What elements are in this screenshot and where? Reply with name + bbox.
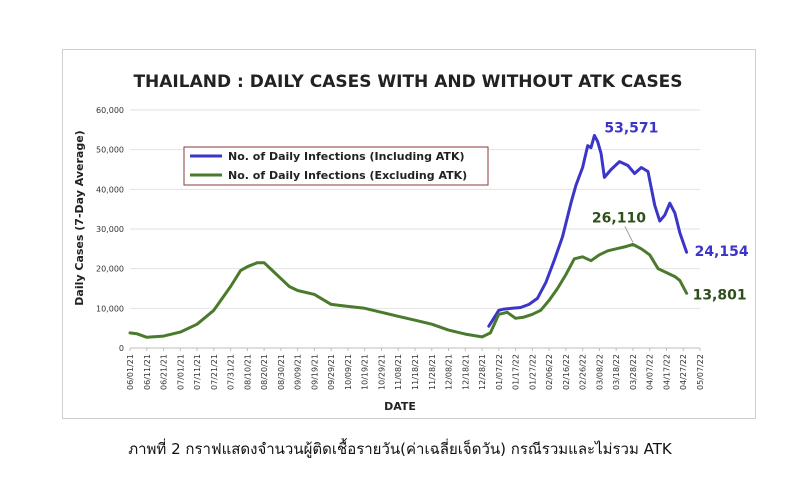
y-tick-label: 60,000 (96, 106, 124, 115)
data-label: 53,571 (604, 121, 658, 137)
x-tick-label: 09/09/21 (294, 354, 303, 390)
x-tick-label: 03/08/22 (595, 354, 604, 390)
chart-title: THAILAND : DAILY CASES WITH AND WITHOUT … (133, 72, 682, 92)
y-tick-label: 50,000 (96, 146, 124, 155)
x-tick-label: 09/29/21 (327, 354, 336, 390)
x-tick-label: 06/21/21 (160, 354, 169, 390)
x-tick-label: 10/29/21 (377, 354, 386, 390)
x-tick-label: 08/30/21 (277, 354, 286, 390)
x-tick-label: 07/31/21 (227, 354, 236, 390)
series-line-including-atk (487, 134, 689, 328)
x-tick-label: 07/21/21 (210, 354, 219, 390)
series-lines (128, 134, 689, 339)
x-tick-label: 04/27/22 (679, 354, 688, 390)
y-tick-label: 20,000 (96, 265, 124, 274)
gridlines (130, 109, 700, 309)
x-tick-label: 06/01/21 (126, 354, 135, 390)
x-tick-label: 04/07/22 (646, 354, 655, 390)
legend-label-excluding-atk: No. of Daily Infections (Excluding ATK) (228, 169, 467, 182)
x-tick-label: 02/06/22 (545, 354, 554, 390)
x-tick-label: 08/10/21 (243, 354, 252, 390)
figure-caption: ภาพที่ 2 กราฟแสดงจำนวนผู้ติดเชื้อรายวัน(… (128, 440, 672, 458)
data-label: 26,110 (592, 210, 646, 226)
x-tick-label: 01/17/22 (512, 354, 521, 390)
x-tick-label: 12/18/21 (461, 354, 470, 390)
x-tick-label: 10/09/21 (344, 354, 353, 390)
x-tick-label: 03/18/22 (612, 354, 621, 390)
x-tick-label: 05/07/22 (696, 354, 705, 390)
x-tick-label: 09/19/21 (310, 354, 319, 390)
x-tick-label: 07/01/21 (176, 354, 185, 390)
x-tick-label: 03/28/22 (629, 354, 638, 390)
x-tick-label: 01/27/22 (528, 354, 537, 390)
x-tick-label: 11/28/21 (428, 354, 437, 390)
x-tick-label: 12/28/21 (478, 354, 487, 390)
x-tick-label: 10/19/21 (361, 354, 370, 390)
y-tick-label: 0 (119, 344, 124, 353)
legend-label-including-atk: No. of Daily Infections (Including ATK) (228, 150, 465, 163)
series-line-excluding-atk (128, 242, 689, 339)
legend-box (183, 146, 489, 186)
x-tick-label: 12/08/21 (445, 354, 454, 390)
data-label: 24,154 (695, 244, 749, 260)
y-axis-label: Daily Cases (7-Day Average) (73, 130, 86, 305)
x-tick-label: 01/07/22 (495, 354, 504, 390)
y-tick-label: 40,000 (96, 185, 124, 194)
x-tick-label: 08/20/21 (260, 354, 269, 390)
legend: No. of Daily Infections (Including ATK) … (183, 146, 489, 186)
x-tick-label: 11/08/21 (394, 354, 403, 390)
y-tick-label: 30,000 (96, 225, 124, 234)
data-labels: 53,571 24,154 26,110 13,801 (592, 121, 749, 304)
chart-frame (62, 49, 756, 419)
x-axis-label: DATE (384, 400, 416, 413)
x-tick-label: 06/11/21 (143, 354, 152, 390)
x-tick-label: 04/17/22 (662, 354, 671, 390)
axes: 0 10,000 20,000 30,000 40,000 50,000 60,000 06/… (96, 106, 705, 390)
data-label-leader (624, 226, 634, 243)
x-tick-label: 02/26/22 (579, 354, 588, 390)
x-tick-label: 11/18/21 (411, 354, 420, 390)
y-tick-label: 10,000 (96, 304, 124, 313)
data-label: 13,801 (693, 287, 747, 303)
x-tick-label: 07/11/21 (193, 354, 202, 390)
x-tick-label: 02/16/22 (562, 354, 571, 390)
